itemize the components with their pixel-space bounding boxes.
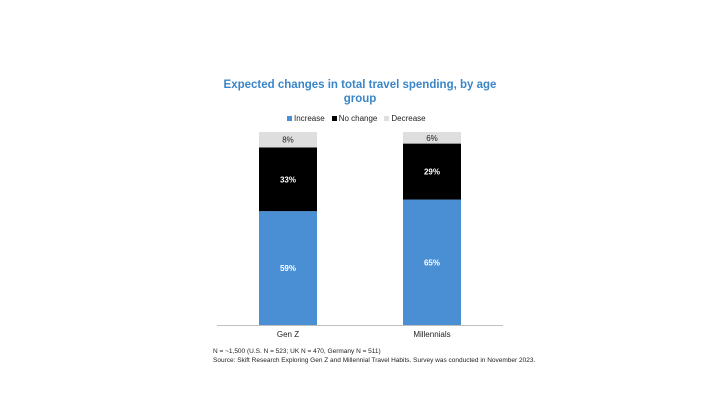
bar-millennials-decrease xyxy=(403,132,461,144)
category-label-millennials: Millennials xyxy=(413,330,450,339)
footnote-sample-size: N = ~1,500 (U.S. N = 523; UK N = 470, Ge… xyxy=(213,348,381,355)
footnote: N = ~1,500 (U.S. N = 523; UK N = 470, Ge… xyxy=(213,347,535,365)
legend-item-increase: Increase xyxy=(287,114,325,123)
legend-item-no-change: No change xyxy=(331,113,378,123)
bar-gen-z-increase xyxy=(259,211,317,325)
data-label-gen-z-increase: 59% xyxy=(280,264,296,273)
bar-gen-z-decrease xyxy=(259,132,317,148)
legend-swatch-decrease xyxy=(384,115,390,121)
footnote-source: Source: Skift Research Exploring Gen Z a… xyxy=(213,357,536,364)
data-label-gen-z-decrease: 8% xyxy=(282,136,294,145)
legend-label-no-change: No change xyxy=(338,113,378,123)
legend-label-decrease: Decrease xyxy=(391,113,426,123)
chart-title: Expected changes in total travel spendin… xyxy=(223,79,497,105)
legend-item-decrease: Decrease xyxy=(384,113,426,123)
legend-label-increase: Increase xyxy=(294,113,325,123)
category-label-gen-z: Gen Z xyxy=(277,330,299,339)
data-label-millennials-no-change: 29% xyxy=(424,168,440,177)
chart-legend: Increase No change Decrease xyxy=(287,112,433,124)
data-label-millennials-decrease: 6% xyxy=(426,134,438,143)
bar-gen-z-no-change xyxy=(259,147,317,212)
legend-swatch-increase xyxy=(287,115,292,121)
bar-millennials-no-change xyxy=(403,143,461,200)
legend-swatch-no-change xyxy=(331,115,337,121)
bar-millennials-increase xyxy=(403,199,461,325)
data-label-millennials-increase: 65% xyxy=(424,258,440,267)
data-label-gen-z-no-change: 33% xyxy=(280,175,296,184)
